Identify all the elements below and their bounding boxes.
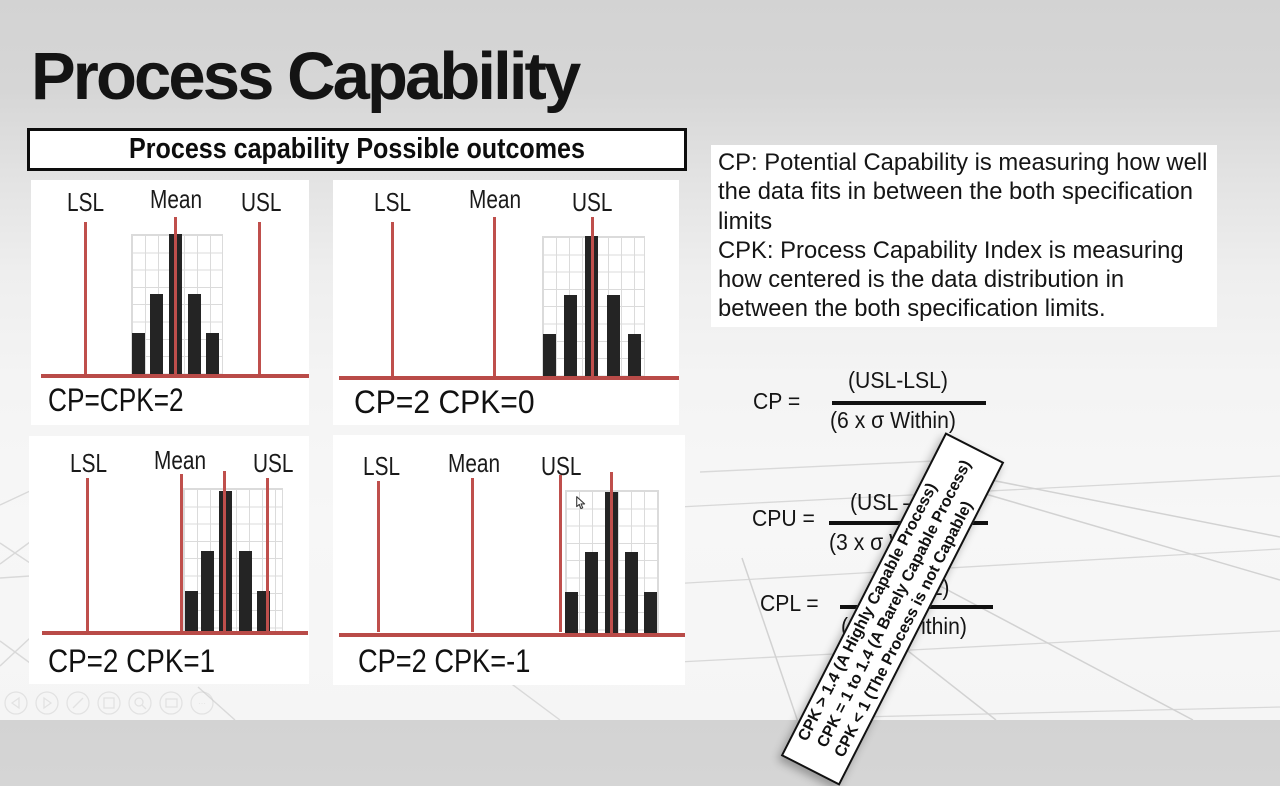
svg-text:⋯: ⋯ (198, 699, 206, 708)
